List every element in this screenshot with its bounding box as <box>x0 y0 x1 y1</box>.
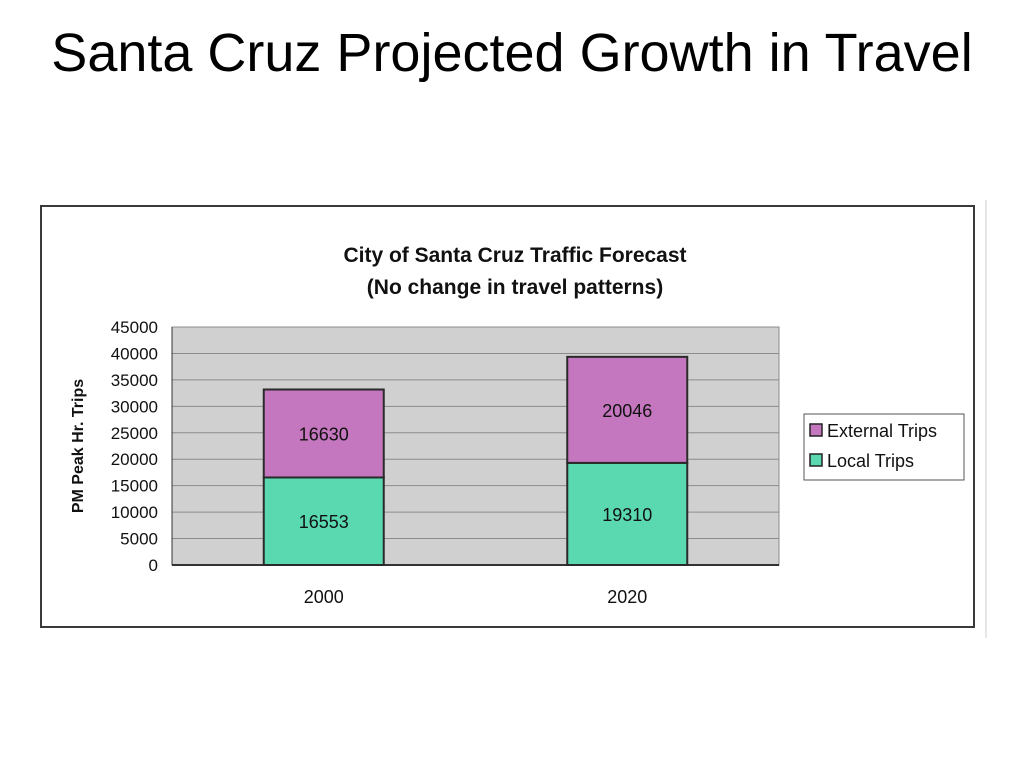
legend-swatch <box>809 423 823 437</box>
y-tick-label: 45000 <box>111 318 158 337</box>
legend-label: External Trips <box>827 421 937 441</box>
data-label: 16553 <box>299 512 349 532</box>
chart-subtitle: (No change in travel patterns) <box>367 276 663 299</box>
y-tick-label: 10000 <box>111 503 158 522</box>
y-axis-label: PM Peak Hr. Trips <box>70 379 87 513</box>
legend: External Trips Local Trips <box>803 413 965 481</box>
chart-title: City of Santa Cruz Traffic Forecast <box>343 244 686 267</box>
legend-swatch <box>809 453 823 467</box>
bar-external-trips-2000 <box>262 388 385 479</box>
y-tick-label: 15000 <box>111 477 158 496</box>
x-tick-label: 2000 <box>304 587 344 607</box>
legend-label: Local Trips <box>827 451 914 471</box>
divider <box>985 200 987 638</box>
y-tick-label: 35000 <box>111 371 158 390</box>
legend-box <box>803 413 965 481</box>
chart-frame: City of Santa Cruz Traffic Forecast (No … <box>40 205 975 628</box>
data-label: 20046 <box>602 401 652 421</box>
stacked-bar-chart: City of Santa Cruz Traffic Forecast (No … <box>70 244 965 607</box>
bar-local-trips-2000 <box>262 476 385 567</box>
slide-title: Santa Cruz Projected Growth in Travel <box>51 23 973 83</box>
bar-external-trips-2020 <box>566 355 689 464</box>
y-tick-label: 40000 <box>111 344 158 363</box>
y-tick-label: 25000 <box>111 424 158 443</box>
bar-local-trips-2020 <box>566 461 689 566</box>
y-tick-label: 5000 <box>120 530 158 549</box>
plot-area: 0 5000 10000 15000 20000 25000 30000 35000 40000… <box>111 318 780 607</box>
data-label: 16630 <box>299 424 349 444</box>
y-tick-label: 30000 <box>111 397 158 416</box>
y-tick-label: 0 <box>149 556 158 575</box>
x-tick-label: 2020 <box>607 587 647 607</box>
y-tick-label: 20000 <box>111 450 158 469</box>
data-label: 19310 <box>602 505 652 525</box>
